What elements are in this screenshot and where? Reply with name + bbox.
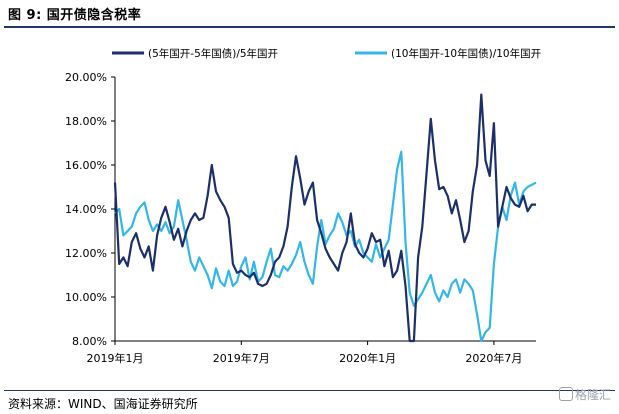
legend-label-1: (5年国开-5年国债)/5年国开 — [148, 47, 278, 60]
series-line-1 — [113, 93, 536, 343]
x-tick-label: 2020年1月 — [339, 351, 396, 365]
legend-label-2: (10年国开-10年国债)/10年国开 — [391, 47, 541, 60]
watermark-text: 格隆汇 — [574, 388, 611, 402]
y-tick-label: 14.00% — [65, 203, 107, 216]
chart-series — [113, 93, 537, 343]
y-tick-label: 18.00% — [65, 115, 107, 128]
x-tick-label: 2019年1月 — [87, 351, 144, 365]
source-note: 资料来源：WIND、国海证券研究所 — [8, 397, 198, 411]
chart-axes: 8.00% 10.00% 12.00% 14.00% 16.00% 18.00% 20.00… — [65, 71, 536, 365]
watermark: 格隆汇 — [558, 386, 611, 403]
y-tick-label: 8.00% — [72, 335, 107, 348]
figure-title: 图 9: 国开债隐含税率 — [8, 8, 142, 23]
x-tick-label: 2019年7月 — [213, 351, 270, 365]
y-tick-label: 12.00% — [65, 247, 107, 260]
title-divider — [4, 26, 615, 28]
y-tick-label: 10.00% — [65, 291, 107, 304]
source-divider — [4, 390, 615, 391]
chart-legend: (5年国开-5年国债)/5年国开 (10年国开-10年国债)/10年国开 — [112, 47, 541, 60]
x-tick-label: 2020年7月 — [465, 351, 522, 365]
y-tick-label: 16.00% — [65, 159, 107, 172]
y-tick-label: 20.00% — [65, 71, 107, 84]
line-chart: (5年国开-5年国债)/5年国开 (10年国开-10年国债)/10年国开 8.00… — [65, 47, 541, 365]
watermark-logo-icon — [558, 387, 573, 401]
